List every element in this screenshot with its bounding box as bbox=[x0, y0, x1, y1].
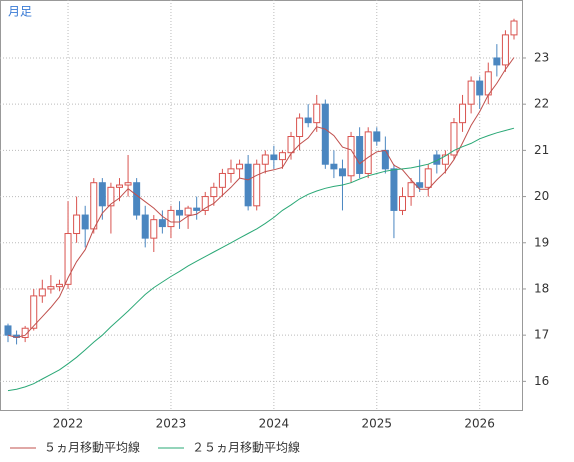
candle-body bbox=[98, 182, 106, 207]
candle-body bbox=[459, 103, 467, 124]
candle-body bbox=[356, 136, 364, 174]
plot-frame bbox=[0, 0, 523, 411]
candle-body bbox=[278, 152, 286, 161]
candle-body bbox=[244, 163, 252, 207]
candle-body bbox=[81, 214, 89, 230]
y-tick-label: 18 bbox=[534, 281, 549, 295]
x-tick-label: 2023 bbox=[156, 417, 187, 431]
candle-body bbox=[193, 207, 201, 211]
candle-body bbox=[433, 154, 441, 165]
candle-body bbox=[4, 325, 12, 336]
candle-body bbox=[38, 288, 46, 297]
candle-body bbox=[176, 209, 184, 216]
period-label: 月足 bbox=[8, 5, 32, 19]
candle-body bbox=[115, 184, 123, 188]
legend-label: ２５ヵ月移動平均線 bbox=[192, 440, 300, 455]
candle-body bbox=[450, 122, 458, 156]
candle-body bbox=[261, 154, 269, 165]
candle-body bbox=[184, 207, 192, 216]
candle-body bbox=[124, 182, 132, 186]
candle-body bbox=[218, 172, 226, 188]
candle-body bbox=[21, 327, 29, 338]
x-tick-label: 2024 bbox=[259, 417, 290, 431]
candle-body bbox=[467, 80, 475, 105]
candle-body bbox=[390, 168, 398, 211]
y-tick-label: 20 bbox=[534, 189, 549, 203]
legend-label: ５ヵ月移動平均線 bbox=[44, 440, 140, 455]
y-tick-label: 16 bbox=[534, 374, 549, 388]
candle-body bbox=[416, 182, 424, 188]
candle-body bbox=[107, 186, 115, 207]
candle-body bbox=[373, 131, 381, 142]
candle-body bbox=[90, 182, 98, 230]
candle-body bbox=[141, 214, 149, 239]
candle-body bbox=[399, 196, 407, 211]
candle-body bbox=[493, 57, 501, 66]
candle-body bbox=[347, 136, 355, 177]
candle-body bbox=[407, 182, 415, 198]
candle-body bbox=[510, 20, 518, 36]
candle-body bbox=[296, 117, 304, 138]
candle-body bbox=[270, 154, 278, 161]
x-tick-label: 2022 bbox=[53, 417, 84, 431]
candle-body bbox=[364, 131, 372, 174]
candle-body bbox=[167, 209, 175, 228]
candle-body bbox=[330, 163, 338, 170]
candle-body bbox=[253, 163, 261, 207]
candle-body bbox=[210, 186, 218, 198]
candle-body bbox=[321, 103, 329, 165]
ma-line bbox=[7, 127, 515, 392]
candle-body bbox=[158, 219, 166, 228]
candle-body bbox=[55, 283, 63, 288]
x-tick-label: 2026 bbox=[464, 417, 495, 431]
candle-body bbox=[441, 154, 449, 165]
ma-line bbox=[7, 57, 515, 339]
candle-body bbox=[501, 34, 509, 66]
candle-body bbox=[30, 295, 38, 329]
candle-body bbox=[133, 182, 141, 216]
y-tick-label: 21 bbox=[534, 143, 549, 157]
y-tick-label: 17 bbox=[534, 328, 549, 342]
x-tick-label: 2025 bbox=[362, 417, 393, 431]
candle-body bbox=[424, 168, 432, 188]
y-tick-label: 22 bbox=[534, 97, 549, 111]
y-tick-label: 23 bbox=[534, 50, 549, 64]
candle-body bbox=[287, 136, 295, 154]
candle-body bbox=[227, 168, 235, 174]
y-tick-label: 19 bbox=[534, 235, 549, 249]
candle-body bbox=[304, 117, 312, 124]
candle-body bbox=[313, 103, 321, 124]
candle-body bbox=[201, 196, 209, 211]
candle-body bbox=[64, 233, 72, 285]
candle-body bbox=[236, 163, 244, 170]
candle-body bbox=[338, 168, 346, 177]
candle-body bbox=[150, 219, 158, 239]
candle-body bbox=[476, 80, 484, 96]
candle-body bbox=[73, 214, 81, 235]
candle-body bbox=[47, 286, 55, 290]
